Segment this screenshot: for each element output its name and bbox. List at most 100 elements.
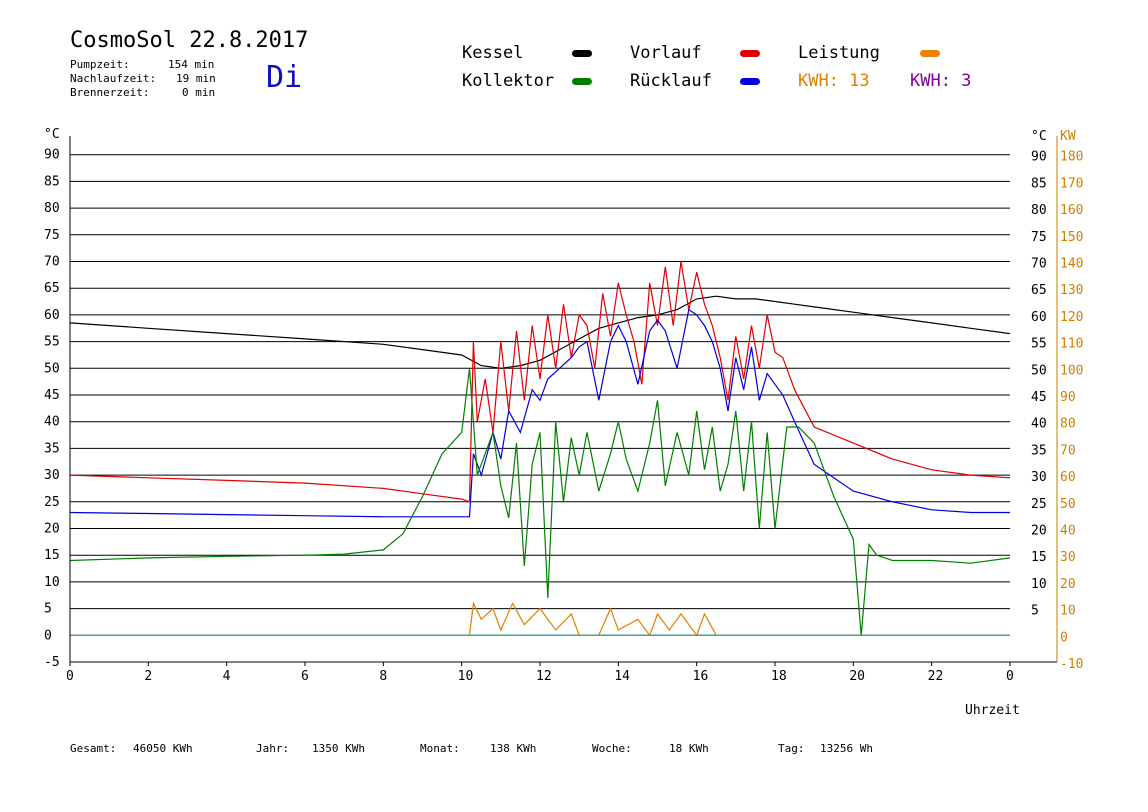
y-right-power-tick-11: 100 (1060, 363, 1083, 378)
gesamt-label: Gesamt: (70, 742, 117, 755)
legend-ruecklauf-label: Rücklauf (630, 71, 712, 91)
x-tick-label-0: 0 (66, 669, 74, 684)
y-right-power-tick-19: 180 (1060, 150, 1083, 165)
y-left-tick-12: 55 (44, 335, 60, 350)
weekday-label: Di (266, 60, 303, 95)
y-right-temp-tick-4: 25 (1031, 497, 1047, 512)
x-tick-label-12: 0 (1006, 669, 1014, 684)
y-right-temp-tick-1: 10 (1031, 577, 1047, 592)
x-tick-label-2: 4 (223, 669, 231, 684)
x-tick-label-7: 14 (614, 669, 630, 684)
x-tick-label-9: 18 (771, 669, 787, 684)
legend-vorlauf-label: Vorlauf (630, 43, 702, 63)
y-left-tick-1: 0 (44, 628, 52, 643)
x-tick-label-10: 20 (849, 669, 865, 684)
legend-kollektor-label: Kollektor (462, 71, 555, 91)
y-left-tick-2: 5 (44, 602, 52, 617)
monat-value: 138 KWh (490, 742, 537, 755)
y-right-power-tick-7: 60 (1060, 470, 1076, 485)
y-right-power-tick-12: 110 (1060, 337, 1083, 352)
brennerzeit-value: 0 min (182, 86, 216, 99)
monat-label: Monat: (420, 742, 460, 755)
x-tick-label-5: 10 (458, 669, 474, 684)
y-left-tick-9: 40 (44, 415, 60, 430)
x-axis-label: Uhrzeit (965, 703, 1020, 718)
y-right-temp-unit: °C (1031, 129, 1047, 144)
y-right-power-tick-3: 20 (1060, 577, 1076, 592)
y-right-temp-tick-13: 70 (1031, 257, 1047, 272)
y-right-temp-tick-5: 30 (1031, 470, 1047, 485)
y-right-temp-tick-9: 50 (1031, 363, 1047, 378)
y-left-unit: °C (44, 127, 60, 142)
y-right-power-tick-17: 160 (1060, 203, 1083, 218)
tag-label: Tag: (778, 742, 805, 755)
woche-value: 18 KWh (669, 742, 709, 755)
y-left-tick-11: 50 (44, 361, 60, 376)
brennerzeit-label: Brennerzeit: (70, 86, 150, 99)
chart-grid (70, 154, 1010, 636)
gesamt-value: 46050 KWh (133, 742, 193, 755)
y-left-tick-13: 60 (44, 308, 60, 323)
y-left-tick-10: 45 (44, 388, 60, 403)
legend-ruecklauf-swatch (740, 78, 760, 85)
y-left-tick-4: 15 (44, 548, 60, 563)
y-right-temp-tick-7: 40 (1031, 417, 1047, 432)
woche-label: Woche: (592, 742, 632, 755)
y-left-tick-7: 30 (44, 468, 60, 483)
y-right-power-tick-1: 0 (1060, 630, 1068, 645)
legend-kessel-label: Kessel (462, 43, 524, 63)
pumpzeit-value: 154 min (168, 58, 215, 71)
pumpzeit-label: Pumpzeit: (70, 58, 130, 71)
y-right-power-tick-8: 70 (1060, 443, 1076, 458)
y-left-tick-16: 75 (44, 228, 60, 243)
y-right-power-tick-14: 130 (1060, 283, 1083, 298)
y-right-power-tick-18: 170 (1060, 176, 1083, 191)
y-right-temp-tick-12: 65 (1031, 283, 1047, 298)
y-right-temp-tick-16: 85 (1031, 176, 1047, 191)
y-right-temp-tick-15: 80 (1031, 203, 1047, 218)
y-right-power-tick-6: 50 (1060, 497, 1076, 512)
y-right-temp-tick-8: 45 (1031, 390, 1047, 405)
tag-value: 13256 Wh (820, 742, 873, 755)
legend-leistung-swatch (920, 50, 940, 57)
jahr-value: 1350 KWh (312, 742, 365, 755)
y-left-tick-3: 10 (44, 575, 60, 590)
y-right-power-tick-10: 90 (1060, 390, 1076, 405)
jahr-label: Jahr: (256, 742, 290, 755)
y-right-power-tick-4: 30 (1060, 550, 1076, 565)
y-left-tick-17: 80 (44, 201, 60, 216)
series-line-3 (69, 368, 1011, 636)
y-right-temp-tick-2: 15 (1031, 550, 1047, 565)
y-left-tick-15: 70 (44, 255, 60, 270)
y-right-power-tick-16: 150 (1060, 230, 1083, 245)
chart-series (69, 261, 1011, 637)
legend-kessel-swatch (572, 50, 592, 57)
y-left-tick-14: 65 (44, 281, 60, 296)
nachlaufzeit-value: 19 min (176, 72, 216, 85)
y-right-temp-tick-14: 75 (1031, 230, 1047, 245)
y-right-power-tick-5: 40 (1060, 524, 1076, 539)
legend-leistung-label: Leistung (798, 43, 880, 63)
y-left-tick-6: 25 (44, 495, 60, 510)
y-right-temp-tick-10: 55 (1031, 337, 1047, 352)
chart-axes: 0 2 4 6 8 10 12 14 16 18 20 22 0 Uhrzeit -5 0 5 10 15 20 25 3… (44, 127, 1083, 718)
x-tick-label-3: 6 (301, 669, 309, 684)
x-tick-label-11: 22 (928, 669, 944, 684)
y-left-tick-0: -5 (44, 655, 60, 670)
legend-kollektor-swatch (572, 78, 592, 85)
series-line-2 (69, 308, 1010, 518)
series-line-1 (69, 261, 1011, 503)
y-right-power-unit: KW (1060, 129, 1076, 144)
legend-vorlauf-swatch (740, 50, 760, 57)
y-left-tick-18: 85 (44, 174, 60, 189)
y-right-power-tick-15: 140 (1060, 257, 1083, 272)
y-right-temp-tick-6: 35 (1031, 443, 1047, 458)
y-left-tick-8: 35 (44, 441, 60, 456)
x-tick-label-1: 2 (144, 669, 152, 684)
y-right-power-tick-2: 10 (1060, 604, 1076, 619)
nachlaufzeit-label: Nachlaufzeit: (70, 72, 157, 85)
x-tick-label-6: 12 (536, 669, 552, 684)
series-line-0 (69, 295, 1011, 369)
y-right-temp-tick-11: 60 (1031, 310, 1047, 325)
